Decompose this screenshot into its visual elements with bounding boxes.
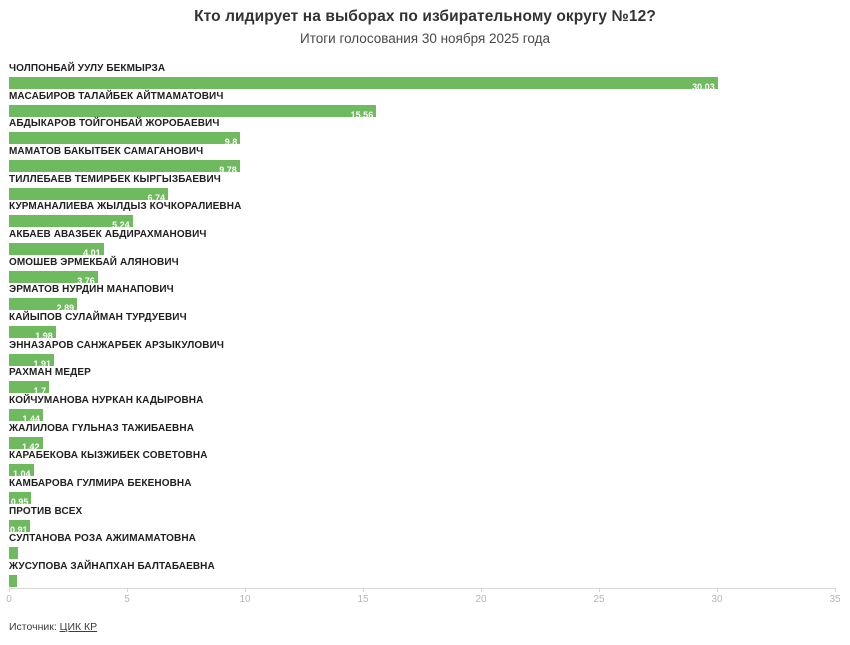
bar: 9,78 <box>9 160 240 175</box>
bar-row: ЧОЛПОНБАЙ УУЛУ БЕКМЫРЗА 30,03 <box>9 62 835 92</box>
x-tick-mark <box>717 588 718 592</box>
candidate-label: МАМАТОВ БАКЫТБЕК САМАГАНОВИЧ <box>9 146 204 158</box>
x-tick-label: 30 <box>711 594 723 605</box>
x-tick-label: 0 <box>6 594 12 605</box>
bar: 30,03 <box>9 77 718 92</box>
bar: 1,44 <box>9 409 43 424</box>
x-tick-mark <box>127 588 128 592</box>
bar-value-label: 9,8 <box>224 137 238 148</box>
candidate-label: РАХМАН МЕДЕР <box>9 367 91 379</box>
x-axis: 0 5 10 15 20 25 30 35 <box>6 588 841 608</box>
bar-row: ТИЛЛЕБАЕВ ТЕМИРБЕК КЫРГЫЗБАЕВИЧ 6,74 <box>9 173 835 203</box>
bar-value-label: 1,91 <box>33 358 52 369</box>
x-tick-label: 25 <box>593 594 605 605</box>
chart-subtitle: Итоги голосования 30 ноября 2025 года <box>299 31 551 46</box>
candidate-label: ЭРМАТОВ НУРДИН МАНАПОВИЧ <box>9 284 174 296</box>
bar-value-label: 15,56 <box>350 109 374 120</box>
bar-row: ЖУСУПОВА ЗАЙНАПХАН БАЛТАБАЕВНА <box>9 560 835 588</box>
bar-row: КОЙЧУМАНОВА НУРКАН КАДЫРОВНА 1,44 <box>9 394 835 424</box>
bar: 3,76 <box>9 270 98 286</box>
bar-row: ЭННАЗАРОВ САНЖАРБЕК АРЗЫКУЛОВИЧ 1,91 <box>9 339 835 369</box>
source-link[interactable]: ЦИК КР <box>59 621 98 633</box>
x-tick-mark <box>245 588 246 592</box>
candidate-label: ПРОТИВ ВСЕХ <box>9 505 83 517</box>
candidate-label: ЖАЛИЛОВА ГҮЛЬНАЗ ТАЖИБАЕВНА <box>9 422 195 434</box>
bar-row: СУЛТАНОВА РОЗА АЖИМАМАТОВНА <box>9 532 835 560</box>
x-tick-mark <box>835 588 836 592</box>
bar: 0,95 <box>9 492 32 507</box>
x-tick-mark <box>481 588 482 592</box>
bar-row: ОМОШЕВ ЭРМЕКБАЙ АЛЯНОВИЧ 3,76 <box>9 256 835 286</box>
bar-row: МАМАТОВ БАКЫТБЕК САМАГАНОВИЧ 9,78 <box>9 145 835 175</box>
bar-value-label: 1,04 <box>13 469 31 480</box>
candidate-label: ОМОШЕВ ЭРМЕКБАЙ АЛЯНОВИЧ <box>9 256 179 268</box>
candidate-label: АБДЫКАРОВ ТОЙГОНБАЙ ЖОРОБАЕВИЧ <box>9 118 220 130</box>
bar: 1,91 <box>9 353 55 369</box>
bar-row: АКБАЕВ АВАЗБЕК АБДИРАХМАНОВИЧ 4,01 <box>9 228 835 258</box>
source-prefix: Источник: <box>9 621 60 633</box>
candidate-label: КАРАБЕКОВА КЫЗЖИБЕК СОВЕТОВНА <box>9 450 208 462</box>
x-tick-mark <box>363 588 364 592</box>
bar-row: ЖАЛИЛОВА ГҮЛЬНАЗ ТАЖИБАЕВНА 1,42 <box>9 422 835 452</box>
bar-value-label: 30,03 <box>692 82 715 92</box>
candidate-label: ЭННАЗАРОВ САНЖАРБЕК АРЗЫКУЛОВИЧ <box>9 339 225 351</box>
bar-value-label: 4,01 <box>83 248 101 259</box>
bar-value-label: 1,7 <box>33 386 47 397</box>
x-tick-label: 15 <box>357 594 369 605</box>
x-tick-mark <box>599 588 600 592</box>
bar: 1,7 <box>9 381 50 396</box>
candidate-label: КОЙЧУМАНОВА НУРКАН КАДЫРОВНА <box>9 395 204 407</box>
candidate-label: СУЛТАНОВА РОЗА АЖИМАМАТОВНА <box>9 533 197 545</box>
bar-value-label: 1,44 <box>22 414 40 425</box>
bar-row: КАРАБЕКОВА КЫЗЖИБЕК СОВЕТОВНА 1,04 <box>9 449 835 479</box>
bar-value-label: 5,24 <box>112 220 130 231</box>
x-tick-label: 10 <box>239 594 251 605</box>
source-line: Источник: ЦИК КР <box>9 621 97 633</box>
bar: 6,74 <box>9 187 169 203</box>
bar: 15,56 <box>9 104 377 120</box>
bar-chart-plot-area: ЧОЛПОНБАЙ УУЛУ БЕКМЫРЗА 30,03 МАСАБИРОВ ТА… <box>9 62 835 588</box>
bar-value-label: 0,95 <box>10 497 29 508</box>
bar-row: КАМБАРОВА ГУЛМИРА БЕКЕНОВНА 0,95 <box>9 477 835 507</box>
bar: 5,24 <box>9 215 133 230</box>
candidate-label: КАМБАРОВА ГУЛМИРА БЕКЕНОВНА <box>9 478 192 490</box>
candidate-label: ЖУСУПОВА ЗАЙНАПХАН БАЛТАБАЕВНА <box>9 561 215 573</box>
candidate-label: КУРМАНАЛИЕВА ЖЫЛДЫЗ КОЧКОРАЛИЕВНА <box>9 201 242 213</box>
candidate-label: АКБАЕВ АВАЗБЕК АБДИРАХМАНОВИЧ <box>9 229 207 241</box>
bar-row: АБДЫКАРОВ ТОЙГОНБАЙ ЖОРОБАЕВИЧ 9,8 <box>9 117 835 147</box>
bar-value-label: 6,74 <box>147 192 166 203</box>
candidate-label: КАЙЫПОВ СУЛАЙМАН ТУРДУЕВИЧ <box>9 312 187 324</box>
bar-value-label: 0,91 <box>9 524 28 535</box>
x-tick-mark <box>9 588 10 592</box>
chart-title: Кто лидирует на выборах по избирательном… <box>194 8 656 25</box>
bar: 0,91 <box>9 519 31 535</box>
bar <box>9 547 19 560</box>
bar: 4,01 <box>9 243 104 258</box>
bar-value-label: 3,76 <box>77 275 95 286</box>
bar: 1,98 <box>9 326 56 341</box>
bar: 1,04 <box>9 464 34 479</box>
bar-value-label: 2,89 <box>56 303 75 314</box>
bar <box>9 575 18 588</box>
x-axis-line <box>9 588 835 589</box>
bar-row: ЭРМАТОВ НУРДИН МАНАПОВИЧ 2,89 <box>9 283 835 313</box>
bar: 9,8 <box>9 132 241 147</box>
candidate-label: ЧОЛПОНБАЙ УУЛУ БЕКМЫРЗА <box>9 63 166 74</box>
candidate-label: ТИЛЛЕБАЕВ ТЕМИРБЕК КЫРГЫЗБАЕВИЧ <box>9 173 221 185</box>
x-tick-label: 20 <box>475 594 487 605</box>
bar-value-label: 1,42 <box>21 441 40 452</box>
bar: 1,42 <box>9 436 43 452</box>
bar-value-label: 1,98 <box>35 331 53 342</box>
x-tick-label: 35 <box>829 594 841 605</box>
bar-row: РАХМАН МЕДЕР 1,7 <box>9 366 835 396</box>
bar-row: ПРОТИВ ВСЕХ 0,91 <box>9 505 835 535</box>
candidate-label: МАСАБИРОВ ТАЛАЙБЕК АЙТМАМАТОВИЧ <box>9 90 224 102</box>
bar-value-label: 9,78 <box>219 165 237 176</box>
bar: 2,89 <box>9 298 78 313</box>
bar-row: МАСАБИРОВ ТАЛАЙБЕК АЙТМАМАТОВИЧ 15,56 <box>9 90 835 120</box>
x-tick-label: 5 <box>124 594 130 605</box>
bar-row: КАЙЫПОВ СУЛАЙМАН ТУРДУЕВИЧ 1,98 <box>9 311 835 341</box>
bar-row: КУРМАНАЛИЕВА ЖЫЛДЫЗ КОЧКОРАЛИЕВНА 5,24 <box>9 200 835 230</box>
